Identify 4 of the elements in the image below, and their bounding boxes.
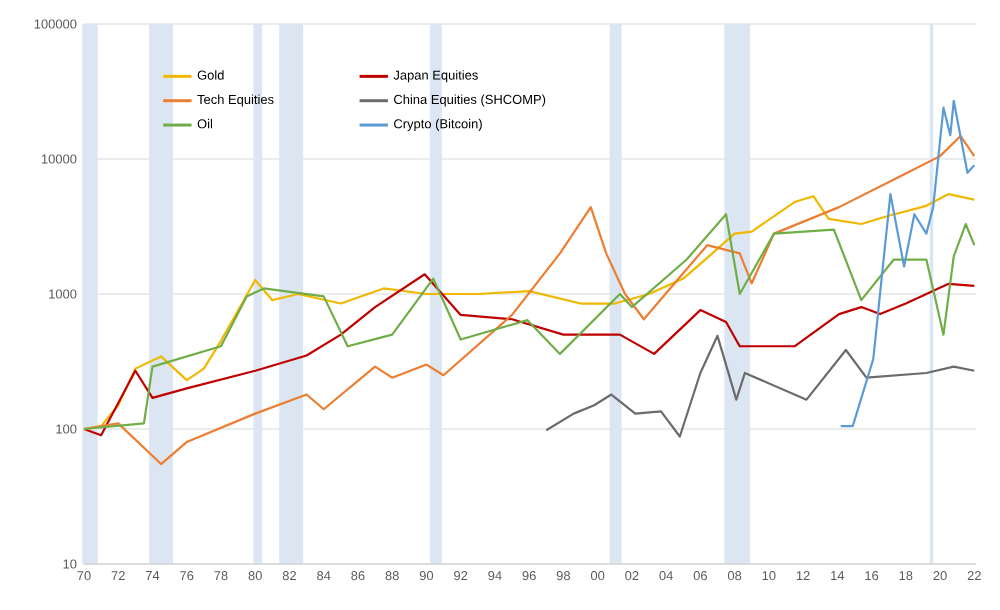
- line-series: [839, 99, 976, 428]
- line-series: [82, 134, 976, 466]
- line-series: [82, 273, 976, 437]
- line-series: [545, 334, 976, 438]
